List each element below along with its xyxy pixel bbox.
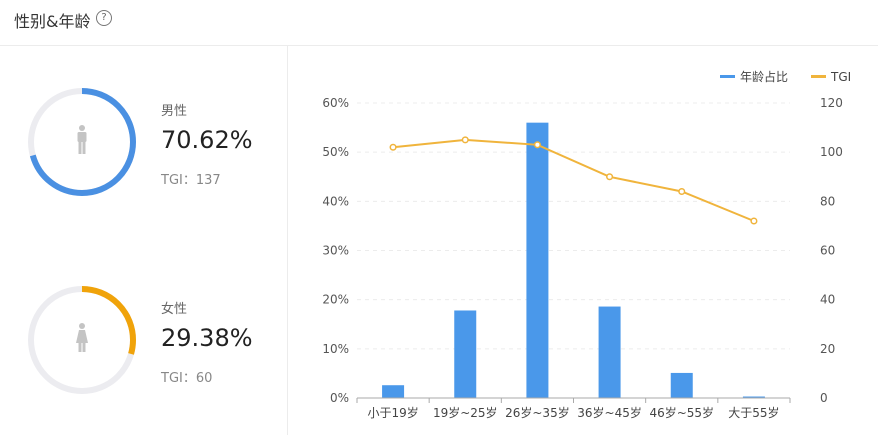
y-left-tick-label: 60% <box>322 96 349 110</box>
x-tick-label: 19岁~25岁 <box>433 405 498 420</box>
male-tgi: TGI：137 <box>161 173 221 188</box>
y-right-tick-label: 60 <box>820 244 835 258</box>
gender-card-female: 女性 29.38% TGI：60 <box>0 276 287 416</box>
male-percent: 70.62% <box>161 126 253 154</box>
female-label: 女性 <box>161 302 188 317</box>
age-bar[interactable] <box>598 306 621 398</box>
female-person-icon <box>76 323 88 352</box>
x-tick-label: 大于55岁 <box>728 405 779 420</box>
female-percent: 29.38% <box>161 324 253 352</box>
y-right-tick-label: 100 <box>820 145 843 159</box>
panel-divider <box>287 46 288 435</box>
tgi-point[interactable] <box>678 187 686 196</box>
section-header: 性别&年龄 ? <box>0 0 878 46</box>
male-label: 男性 <box>161 104 188 119</box>
male-ring-chart <box>28 88 136 196</box>
section-title: 性别&年龄 <box>14 12 91 31</box>
age-bar[interactable] <box>742 396 765 398</box>
male-person-icon <box>77 125 87 154</box>
tgi-line <box>392 138 755 222</box>
female-ring-progress <box>28 286 136 394</box>
female-ring-chart <box>28 286 136 394</box>
x-tick-label: 26岁~35岁 <box>505 405 570 420</box>
bar-series <box>382 122 765 399</box>
tgi-point[interactable] <box>606 173 614 181</box>
chart-legend: 年龄占比 TGI <box>720 69 851 84</box>
x-tick-label: 36岁~45岁 <box>577 405 642 420</box>
tgi-point[interactable] <box>389 143 397 151</box>
y-right-tick-label: 40 <box>820 293 835 307</box>
age-bar[interactable] <box>454 310 477 398</box>
y-right-tick-label: 0 <box>820 391 828 405</box>
y-left-tick-label: 30% <box>322 244 349 258</box>
age-tgi-chart: 0% 10% 20% 30% 40% 50% 60% 0 20 40 60 80 100 120 小于19岁… <box>322 69 851 420</box>
y-left-tick-label: 20% <box>322 293 349 307</box>
y-right-tick-label: 80 <box>820 194 835 208</box>
age-bar[interactable] <box>382 385 405 398</box>
line-series <box>389 136 758 225</box>
tgi-point[interactable] <box>750 217 758 225</box>
female-tgi: TGI：60 <box>161 371 213 386</box>
legend-swatch <box>811 75 826 78</box>
male-ring-progress <box>28 88 136 196</box>
y-left-tick-label: 50% <box>322 145 349 159</box>
x-tick-label: 小于19岁 <box>367 405 418 420</box>
chart-grid <box>357 102 790 350</box>
x-tick-label: 46岁~55岁 <box>649 405 714 420</box>
y-right-tick-label: 120 <box>820 96 843 110</box>
y-left-tick-label: 10% <box>322 342 349 356</box>
gender-card-male: 男性 70.62% TGI：137 <box>0 78 287 218</box>
tgi-point[interactable] <box>533 141 541 149</box>
legend-label[interactable]: 年龄占比 <box>740 69 788 84</box>
legend-swatch <box>720 75 735 78</box>
age-bar[interactable] <box>526 122 549 399</box>
age-bar[interactable] <box>670 372 693 398</box>
question-circle-icon[interactable]: ? <box>96 10 112 26</box>
y-right-tick-label: 20 <box>820 342 835 356</box>
y-left-tick-label: 0% <box>330 391 349 405</box>
tgi-point[interactable] <box>461 136 469 144</box>
chart-axes: 0% 10% 20% 30% 40% 50% 60% 0 20 40 60 80 100 120 小于19岁… <box>322 96 843 420</box>
y-left-tick-label: 40% <box>322 194 349 208</box>
legend-label[interactable]: TGI <box>830 70 851 84</box>
